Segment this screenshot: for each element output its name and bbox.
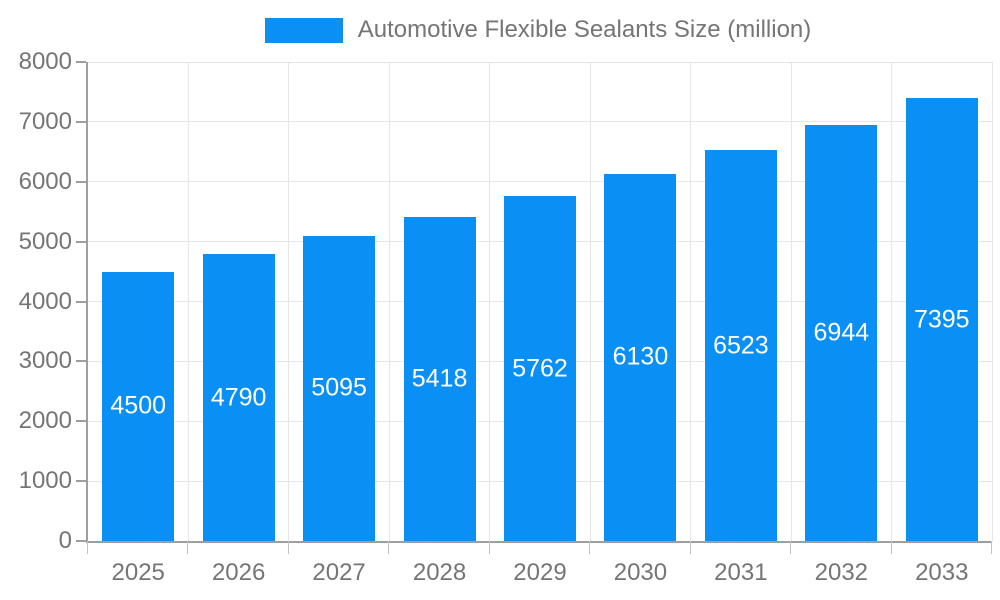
y-axis-label: 2000 (18, 407, 72, 435)
y-axis-tick (76, 420, 86, 423)
bar-value-label: 7395 (913, 305, 970, 334)
category-boundary-line (790, 62, 792, 541)
category-boundary-line (991, 62, 993, 541)
y-axis-tick (76, 300, 86, 303)
category-boundary-line (690, 62, 692, 541)
x-axis-label: 2025 (111, 559, 165, 586)
x-axis-label: 2029 (513, 559, 567, 586)
y-gridline (88, 181, 992, 183)
bar-2032[interactable]: 6944 (805, 125, 878, 541)
x-axis-label: 2033 (915, 559, 969, 586)
category-boundary-line (891, 62, 893, 541)
bar-2029[interactable]: 5762 (504, 196, 576, 541)
x-axis-label: 2027 (312, 559, 366, 586)
bar-value-label: 6130 (612, 342, 669, 371)
y-axis-label: 0 (58, 527, 72, 554)
x-axis-tick (991, 541, 992, 554)
x-axis-tick (890, 541, 892, 554)
x-axis-tick (388, 541, 390, 554)
bar-value-label: 5418 (411, 364, 468, 393)
bar-2027[interactable]: 5095 (303, 235, 376, 541)
bar-value-label: 4500 (110, 391, 167, 420)
x-axis-label: 2031 (714, 559, 768, 586)
x-axis-label: 2026 (211, 559, 266, 586)
bar-value-label: 6944 (813, 318, 870, 347)
y-axis-tick (76, 61, 86, 63)
category-boundary-line (187, 62, 189, 541)
y-axis-tick (76, 540, 86, 542)
bar-value-label: 5762 (512, 354, 568, 382)
x-axis-tick (589, 541, 591, 554)
x-axis-tick (187, 541, 189, 554)
y-axis-label: 8000 (18, 48, 72, 75)
x-axis-tick (790, 541, 792, 554)
x-axis-tick (287, 541, 289, 554)
y-axis-label: 7000 (18, 107, 72, 135)
category-boundary-line (489, 62, 491, 541)
y-axis-label: 5000 (18, 227, 72, 255)
bar-2028[interactable]: 5418 (403, 216, 476, 541)
y-gridline (88, 121, 992, 123)
category-boundary-line (589, 62, 591, 541)
y-axis-label: 6000 (18, 167, 72, 195)
category-boundary-line (288, 62, 290, 541)
category-boundary-line (388, 62, 390, 541)
bar-2033[interactable]: 7395 (905, 98, 978, 541)
chart-legend: Automotive Flexible Sealants Size (milli… (86, 16, 990, 44)
y-gridline (88, 61, 992, 63)
legend-swatch-icon (264, 17, 343, 43)
y-axis-label: 1000 (18, 467, 72, 495)
bar-2025[interactable]: 4500 (102, 271, 175, 541)
bar-2026[interactable]: 4790 (202, 254, 275, 541)
legend-label: Automotive Flexible Sealants Size (milli… (357, 16, 812, 43)
bar-value-label: 5095 (311, 373, 367, 402)
x-axis-label: 2032 (814, 559, 869, 586)
x-axis-tick (689, 541, 691, 554)
y-axis-tick (76, 180, 86, 183)
x-axis-label: 2030 (613, 559, 668, 586)
y-axis-tick (76, 120, 86, 123)
y-axis-tick (76, 240, 86, 243)
bar-2030[interactable]: 6130 (604, 173, 677, 541)
y-axis-tick (76, 360, 86, 363)
x-axis-tick (87, 541, 88, 554)
bar-value-label: 4790 (210, 383, 267, 412)
y-axis-label: 4000 (18, 287, 72, 315)
y-axis-label: 3000 (18, 347, 72, 375)
x-axis-tick (488, 541, 490, 554)
x-axis-label: 2028 (412, 559, 467, 586)
plot-area: 4500 4790 5095 5418 5762 6130 6523 6944 7395 (86, 61, 993, 543)
y-axis-tick (76, 480, 86, 483)
bar-2031[interactable]: 6523 (704, 150, 777, 541)
bar-value-label: 6523 (713, 331, 769, 360)
